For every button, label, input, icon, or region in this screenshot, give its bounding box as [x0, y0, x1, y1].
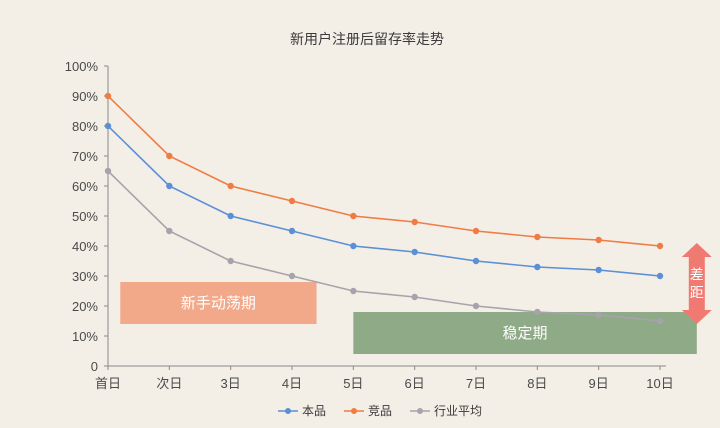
x-tick-label: 3日 — [221, 376, 241, 391]
data-point — [411, 293, 418, 301]
stable-period-label: 稳定期 — [503, 325, 548, 342]
x-tick-label: 9日 — [589, 376, 609, 391]
data-point — [350, 242, 357, 250]
data-point — [288, 227, 296, 235]
data-point — [656, 242, 664, 250]
x-tick-label: 8日 — [527, 376, 547, 391]
legend-item-竞品: 竞品 — [344, 404, 392, 418]
x-tick-label: 7日 — [466, 376, 486, 391]
data-point — [104, 167, 112, 175]
data-point — [656, 272, 664, 280]
data-point — [656, 317, 664, 325]
axes: 0 10% 20% 30% 40% 50% 60% 70% 80% 90% 100% 首日 次日 3日 4日… — [65, 59, 674, 391]
data-point — [227, 257, 234, 265]
legend-label: 本品 — [302, 404, 326, 418]
y-tick-label: 0 — [91, 359, 98, 374]
data-point — [104, 92, 112, 100]
gap-annotation: 差距 — [681, 243, 712, 324]
data-point — [534, 263, 541, 271]
y-tick-label: 30% — [72, 269, 98, 284]
legend-item-行业平均: 行业平均 — [410, 404, 482, 418]
y-tick-label: 90% — [72, 89, 98, 104]
y-tick-label: 60% — [72, 179, 98, 194]
x-tick-label: 10日 — [646, 376, 673, 391]
series-本品 — [104, 122, 664, 280]
series-line — [107, 95, 661, 247]
data-point — [472, 227, 480, 235]
data-point — [104, 122, 112, 130]
x-tick-label: 5日 — [343, 376, 363, 391]
data-point — [166, 182, 173, 190]
legend-item-本品: 本品 — [278, 404, 326, 418]
legend: 本品 竞品 行业平均 — [278, 404, 482, 418]
series-line — [107, 125, 661, 277]
x-tick-label: 6日 — [405, 376, 425, 391]
data-point — [411, 248, 418, 256]
data-point — [288, 272, 296, 280]
x-tick-label: 首日 — [95, 376, 121, 391]
data-point — [534, 233, 541, 241]
data-point — [472, 257, 480, 265]
data-point — [227, 212, 234, 220]
legend-label: 行业平均 — [434, 404, 482, 418]
data-point — [534, 308, 541, 316]
data-point — [472, 302, 480, 310]
series-行业平均 — [104, 167, 664, 325]
data-point — [595, 266, 602, 274]
data-point — [350, 287, 357, 295]
novice-period-band — [120, 282, 317, 324]
data-point — [411, 218, 418, 226]
y-tick-label: 80% — [72, 119, 98, 134]
data-point — [595, 236, 602, 244]
x-tick-label: 次日 — [156, 376, 182, 391]
x-tick-label: 4日 — [282, 376, 302, 391]
legend-label: 竞品 — [368, 404, 392, 418]
chart-title: 新用户注册后留存率走势 — [290, 31, 444, 47]
series-lines — [104, 92, 664, 325]
data-point — [227, 182, 234, 190]
gap-double-arrow — [681, 243, 712, 324]
data-point — [166, 152, 173, 160]
series-line — [107, 170, 661, 322]
legend-marker — [417, 408, 423, 414]
y-tick-label: 20% — [72, 299, 98, 314]
series-竞品 — [104, 92, 664, 250]
gap-label: 差距 — [690, 267, 704, 301]
data-point — [350, 212, 357, 220]
y-tick-label: 100% — [65, 59, 99, 74]
y-tick-label: 50% — [72, 209, 98, 224]
novice-period-label: 新手动荡期 — [181, 295, 256, 312]
data-point — [166, 227, 173, 235]
data-point — [288, 197, 296, 205]
data-point — [595, 311, 602, 319]
legend-marker — [351, 408, 357, 414]
y-tick-label: 70% — [72, 149, 98, 164]
y-tick-label: 10% — [72, 329, 98, 344]
legend-marker — [285, 408, 291, 414]
y-tick-label: 40% — [72, 239, 98, 254]
